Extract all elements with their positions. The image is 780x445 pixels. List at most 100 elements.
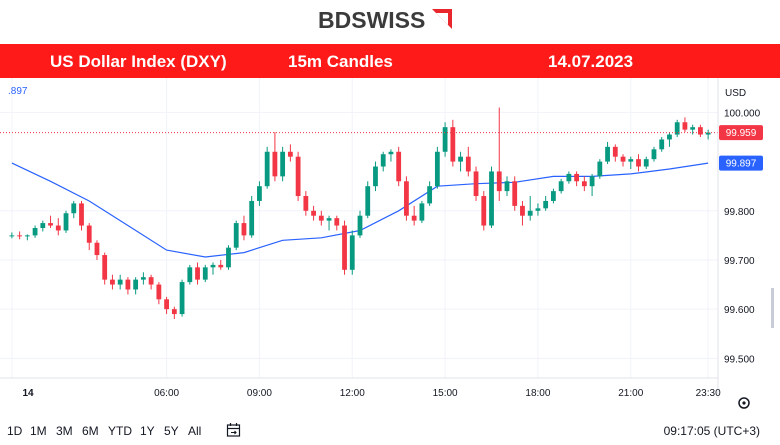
y-tick-label: 100.000 bbox=[724, 108, 761, 119]
brand-name: BDSWISS bbox=[318, 7, 425, 33]
candle bbox=[597, 159, 603, 179]
ma-price-tag: 99.897 bbox=[719, 155, 763, 171]
candle bbox=[574, 171, 580, 187]
timeframe-6m[interactable]: 6M bbox=[82, 424, 99, 438]
timeframe-1m[interactable]: 1M bbox=[30, 424, 47, 438]
candle bbox=[427, 181, 433, 206]
candle bbox=[311, 205, 316, 221]
candle bbox=[133, 277, 139, 295]
candle bbox=[667, 132, 672, 147]
candle bbox=[257, 181, 262, 206]
candle bbox=[148, 274, 154, 290]
candle bbox=[326, 215, 332, 231]
candle bbox=[195, 262, 200, 285]
timeframe-ytd[interactable]: YTD bbox=[108, 424, 132, 438]
candle bbox=[481, 191, 487, 231]
candle bbox=[411, 205, 417, 226]
candle bbox=[295, 151, 301, 201]
candle bbox=[450, 119, 456, 167]
brand-logo: BDSWISS bbox=[318, 7, 452, 33]
x-tick-label: 14 bbox=[22, 388, 34, 399]
x-tick-label: 09:00 bbox=[247, 388, 272, 399]
candle bbox=[442, 122, 448, 157]
candle bbox=[612, 144, 618, 162]
candle bbox=[349, 230, 355, 275]
candle bbox=[489, 166, 494, 228]
candle bbox=[659, 137, 665, 152]
candle bbox=[86, 223, 92, 251]
timeframe-1y[interactable]: 1Y bbox=[140, 424, 155, 438]
candle bbox=[287, 144, 293, 162]
candle bbox=[566, 171, 572, 184]
candle bbox=[110, 274, 115, 290]
candle bbox=[280, 146, 286, 182]
title-banner: US Dollar Index (DXY) 15m Candles 14.07.… bbox=[0, 44, 780, 78]
timeframe-5y[interactable]: 5Y bbox=[164, 424, 179, 438]
currency-label: USD bbox=[725, 88, 746, 99]
timeframe-all[interactable]: All bbox=[188, 424, 202, 438]
candle bbox=[465, 146, 471, 177]
gear-icon bbox=[738, 397, 750, 409]
candle bbox=[71, 200, 77, 219]
date-label: 14.07.2023 bbox=[548, 52, 634, 71]
candle bbox=[24, 234, 30, 241]
candle bbox=[543, 196, 549, 211]
candle bbox=[318, 210, 324, 226]
candle bbox=[264, 146, 270, 189]
candle bbox=[605, 141, 610, 165]
candle bbox=[334, 215, 340, 231]
candle bbox=[496, 107, 502, 201]
candle bbox=[636, 154, 641, 172]
candle bbox=[40, 220, 46, 232]
candles bbox=[9, 107, 711, 319]
timeframe-3m[interactable]: 3M bbox=[56, 424, 73, 438]
y-tick-label: 99.700 bbox=[724, 256, 755, 267]
ma-price-label: 99.897 bbox=[726, 159, 757, 170]
candle bbox=[581, 176, 587, 192]
x-tick-label: 15:00 bbox=[433, 388, 458, 399]
candle bbox=[589, 173, 595, 197]
candle bbox=[249, 196, 255, 238]
candle bbox=[179, 279, 185, 317]
candle bbox=[272, 132, 278, 182]
price-chart[interactable]: 100.000 99.800 99.700 99.600 99.500 14 06:00 0… bbox=[0, 78, 780, 418]
candle bbox=[396, 146, 402, 187]
candle bbox=[512, 176, 518, 211]
candle bbox=[365, 181, 371, 219]
candle bbox=[32, 225, 38, 238]
utc-clock[interactable]: 09:17:05 (UTC+3) bbox=[663, 424, 760, 438]
grid-lines bbox=[0, 78, 718, 378]
candle bbox=[303, 191, 309, 216]
candle bbox=[682, 117, 688, 133]
candle bbox=[551, 188, 556, 204]
candle bbox=[404, 176, 409, 221]
candle bbox=[233, 220, 239, 251]
candle bbox=[558, 178, 564, 194]
x-tick-label: 18:00 bbox=[525, 388, 550, 399]
timeframe-1d[interactable]: 1D bbox=[7, 424, 23, 438]
candle bbox=[156, 282, 162, 305]
candle bbox=[357, 210, 363, 238]
candle bbox=[373, 161, 378, 192]
interval-label: 15m Candles bbox=[288, 52, 393, 71]
candle bbox=[643, 156, 649, 169]
last-price-label: 99.959 bbox=[726, 128, 757, 139]
y-tick-label: 99.800 bbox=[724, 207, 755, 218]
candle bbox=[504, 176, 510, 197]
candle bbox=[94, 240, 100, 260]
bottom-toolbar: 1D 1M 3M 6M YTD 1Y 5Y All 09:17:05 (UTC+… bbox=[0, 418, 780, 445]
candle bbox=[434, 146, 440, 189]
last-price-tag: 99.959 bbox=[719, 125, 763, 141]
candle bbox=[226, 245, 231, 270]
x-tick-label: 23:30 bbox=[696, 388, 721, 399]
price-axis[interactable]: 100.000 99.800 99.700 99.600 99.500 bbox=[724, 108, 761, 365]
time-axis[interactable]: 14 06:00 09:00 12:00 15:00 18:00 21:00 23:30 bbox=[22, 388, 721, 399]
candle bbox=[651, 146, 657, 162]
candle bbox=[125, 277, 131, 295]
chart-settings-button[interactable] bbox=[738, 397, 750, 409]
x-tick-label: 12:00 bbox=[340, 388, 365, 399]
candle bbox=[620, 154, 626, 167]
scrollbar[interactable] bbox=[771, 288, 774, 328]
candle bbox=[674, 119, 680, 138]
calendar-range-icon[interactable] bbox=[226, 422, 242, 438]
